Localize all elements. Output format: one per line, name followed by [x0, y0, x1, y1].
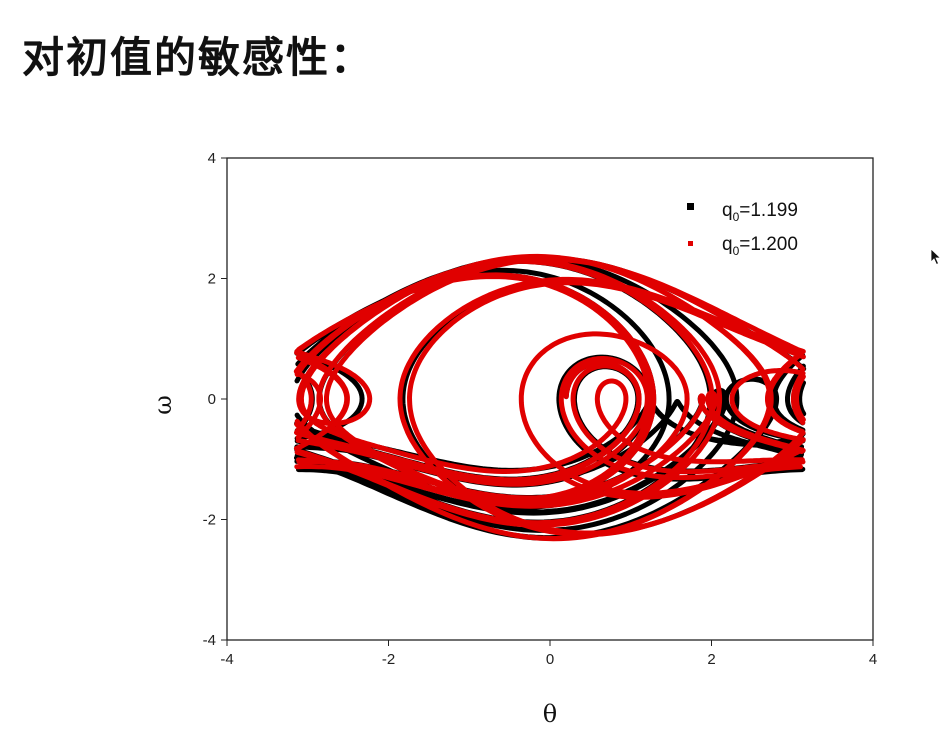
axis-ticks: -4 -2 0 2 4 -4 -2 0 2 4: [203, 150, 878, 668]
legend-marker-red: [688, 241, 693, 246]
legend-label-value: =1.200: [739, 234, 798, 255]
legend-label-subscript: 0: [733, 210, 740, 224]
y-tick-label: -4: [203, 632, 216, 649]
y-tick-label: -2: [203, 512, 216, 529]
legend-label-base: q: [722, 234, 733, 255]
mouse-pointer-icon: [930, 248, 942, 266]
x-axis-label: θ: [543, 700, 557, 728]
x-tick-label: 0: [546, 651, 554, 668]
legend-label-base: q: [722, 200, 733, 221]
legend-label-subscript: 0: [733, 244, 740, 258]
y-tick-label: 4: [208, 150, 216, 167]
slide-title: 对初值的敏感性：: [22, 33, 375, 82]
legend: q0=1.199 q0=1.200: [687, 200, 798, 258]
legend-marker-black: [687, 203, 694, 210]
x-tick-label: -2: [382, 651, 395, 668]
y-tick-label: 2: [208, 271, 216, 288]
x-tick-label: -4: [220, 651, 233, 668]
trajectory-q0-1200: [293, 253, 806, 542]
trajectory-layer: [293, 253, 807, 542]
y-axis-label: ω: [149, 395, 177, 415]
legend-label-q0-1199: q0=1.199: [722, 200, 798, 224]
x-tick-label: 4: [869, 651, 877, 668]
x-tick-label: 2: [707, 651, 715, 668]
legend-label-q0-1200: q0=1.200: [722, 234, 798, 258]
y-tick-label: 0: [208, 391, 216, 408]
legend-label-value: =1.199: [739, 200, 798, 221]
